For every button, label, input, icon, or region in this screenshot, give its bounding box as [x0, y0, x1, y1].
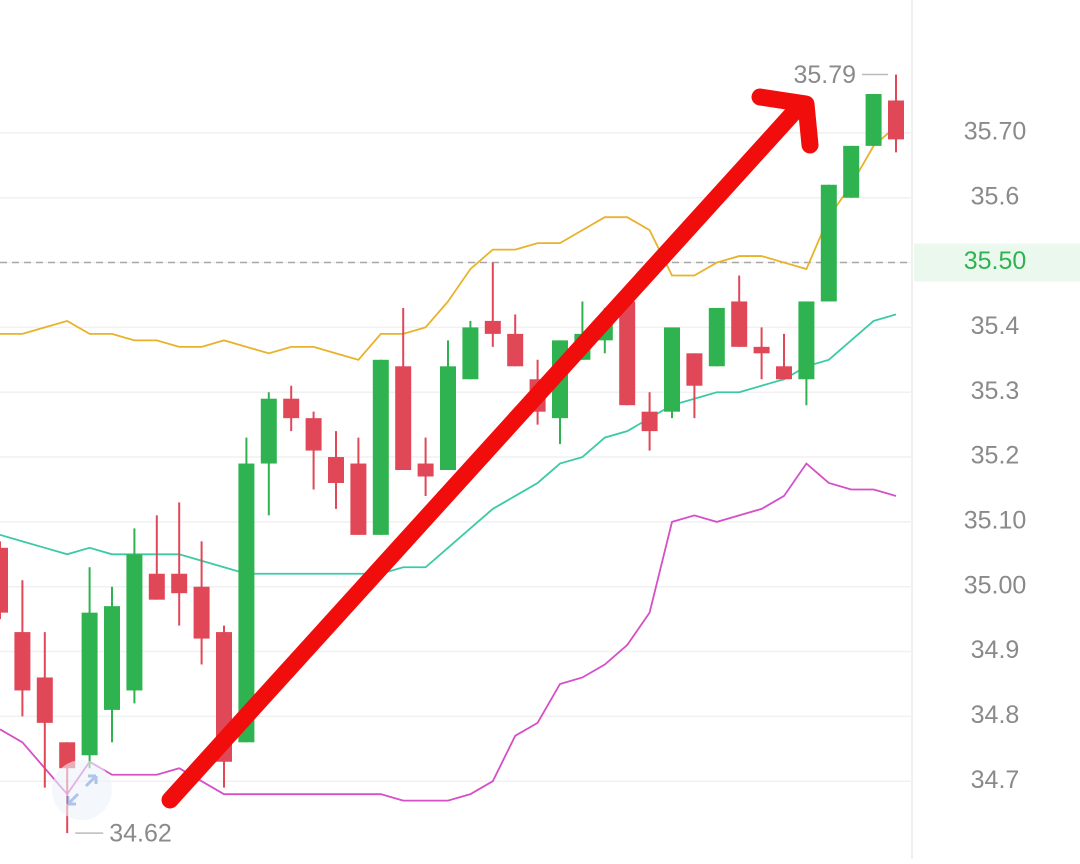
candle-body — [731, 301, 748, 347]
annotation-arrow — [161, 88, 819, 809]
y-tick-label: 35.3 — [971, 377, 1020, 405]
y-tick-label: 35.6 — [971, 182, 1020, 210]
y-tick-label: 34.8 — [971, 701, 1020, 729]
candle-body — [507, 333, 524, 367]
band-line — [0, 313, 897, 575]
candle-body — [305, 418, 322, 451]
candle-body — [36, 677, 53, 723]
high-marker-label: 35.79 — [793, 61, 856, 89]
candle-body — [462, 327, 479, 380]
y-tick-label: 35.70 — [964, 118, 1027, 146]
candle-body — [395, 366, 412, 471]
candle-body — [14, 632, 31, 691]
band-line — [0, 462, 897, 802]
y-tick-label: 34.7 — [971, 766, 1020, 794]
expand-icon-bg — [52, 760, 112, 820]
candle-body — [193, 586, 210, 639]
candle-body — [148, 573, 165, 600]
candle-body — [776, 366, 792, 380]
candle-body — [104, 606, 120, 710]
y-tick-label: 35.10 — [964, 506, 1027, 534]
candle-body — [171, 573, 188, 594]
candle-body — [260, 398, 277, 464]
grid: 35.70 35.6 35.4 35.3 35.2 35.10 35.00 34.9 34.8 3… — [0, 118, 1080, 794]
candle-body — [708, 307, 725, 367]
candle-body — [641, 411, 658, 432]
candle-body — [619, 301, 636, 406]
low-marker-label: 34.62 — [109, 820, 172, 848]
candle-body — [888, 100, 904, 140]
current-price-label: 35.50 — [964, 247, 1027, 275]
candle-body — [372, 359, 389, 535]
candle-body — [81, 612, 98, 756]
y-tick-label: 35.00 — [964, 571, 1027, 599]
candle-body — [440, 366, 456, 471]
candle-body — [417, 463, 434, 477]
y-tick-label: 35.2 — [971, 442, 1020, 470]
candle-body — [686, 353, 703, 386]
candle-body — [0, 547, 8, 613]
candle-body — [238, 463, 255, 743]
bands — [0, 125, 897, 802]
candle-body — [843, 145, 860, 198]
candle-body — [753, 346, 770, 354]
current-price-bg — [914, 243, 1080, 282]
expand-icon[interactable] — [52, 760, 112, 820]
candle-body — [820, 184, 837, 302]
candle-body — [328, 457, 344, 483]
candle-body — [484, 320, 501, 334]
y-tick-label: 34.9 — [971, 636, 1020, 664]
arrow-head — [751, 88, 819, 154]
candle-body — [664, 327, 680, 412]
expand-icon-glyph — [66, 774, 98, 806]
candle-body — [283, 398, 300, 419]
y-tick-label: 35.4 — [971, 312, 1020, 340]
band-line — [0, 125, 897, 361]
arrow-shaft — [161, 101, 805, 809]
candle-body — [126, 554, 143, 691]
labels: 35.79 34.62 — [75, 61, 888, 848]
candle-body — [865, 94, 882, 146]
candle-body — [798, 301, 815, 380]
candle-body — [59, 742, 76, 769]
candle-body — [350, 463, 367, 535]
